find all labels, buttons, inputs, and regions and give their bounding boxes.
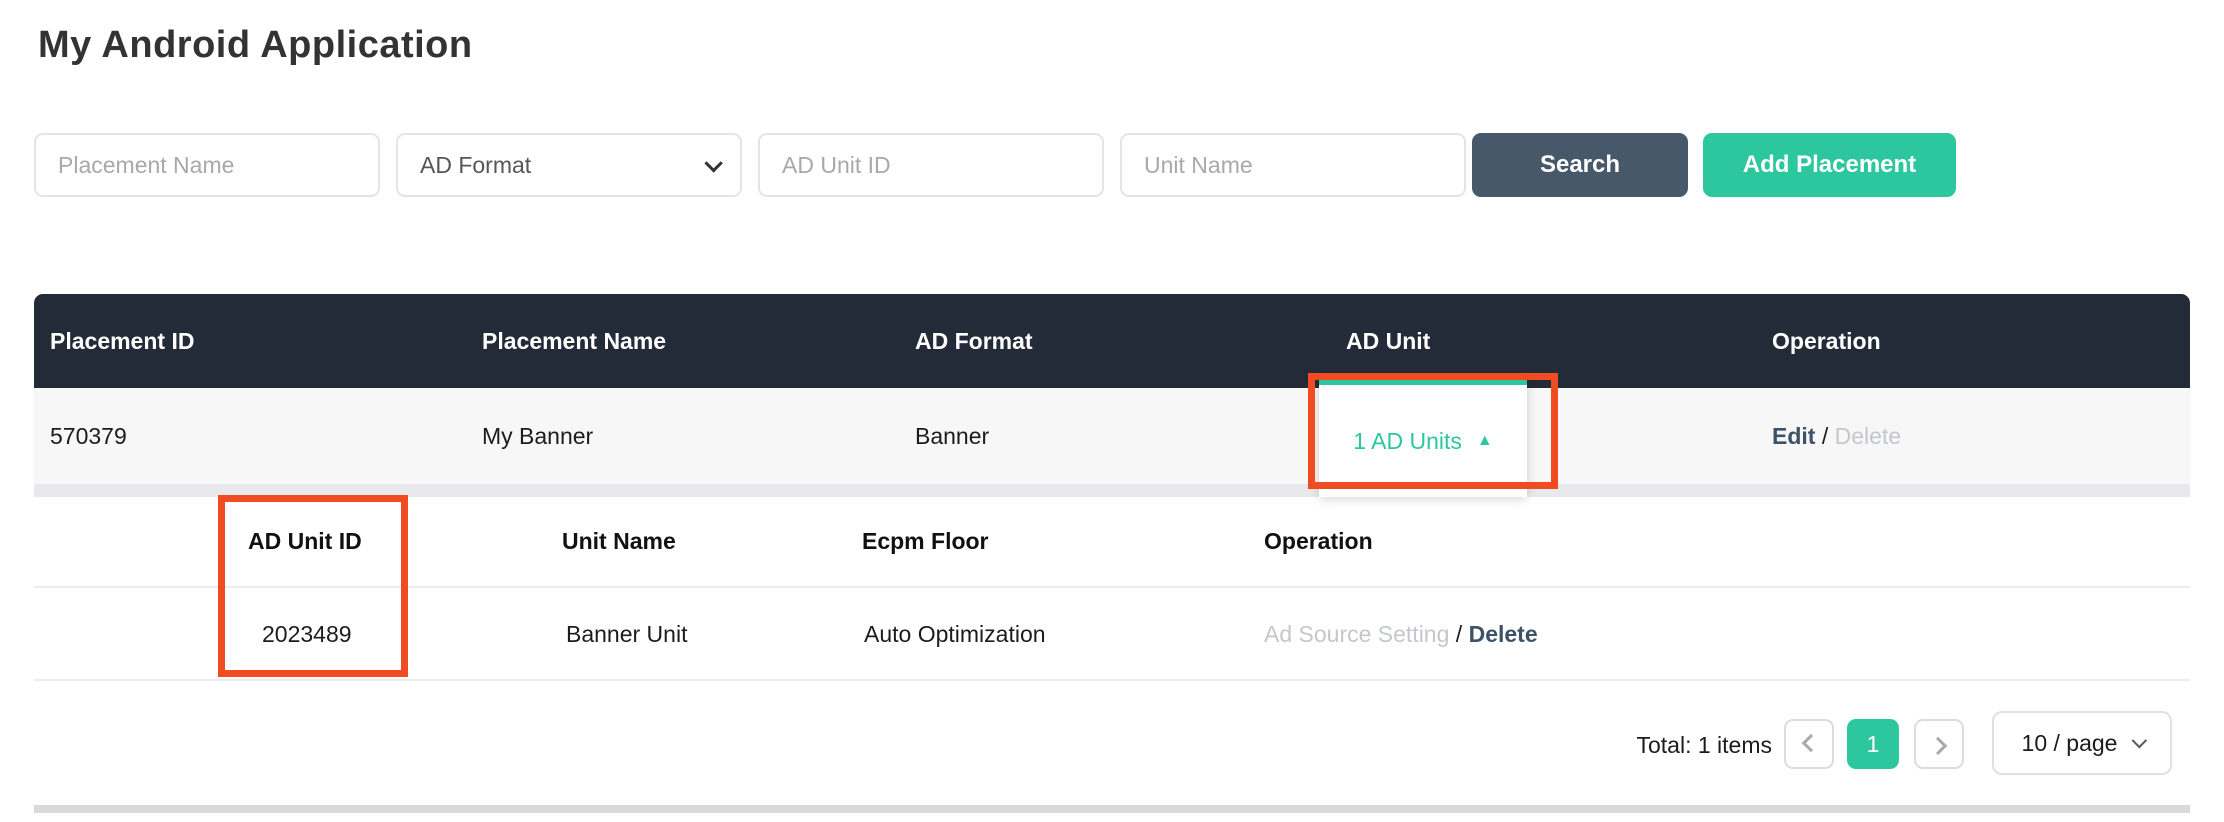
- pagination-next-button[interactable]: [1914, 719, 1964, 769]
- placement-id-value: 570379: [50, 423, 127, 449]
- row-divider-strip: [34, 484, 2190, 497]
- ad-format-value: Banner: [915, 423, 990, 449]
- ad-units-toggle-label: 1 AD Units: [1353, 427, 1462, 454]
- search-button[interactable]: Search: [1472, 133, 1688, 197]
- unit-name-value: Banner Unit: [566, 621, 688, 647]
- ad-format-select[interactable]: AD Format: [396, 133, 742, 197]
- page-size-value: 10 / page: [2021, 729, 2118, 756]
- sub-delete-link[interactable]: Delete: [1468, 621, 1538, 647]
- chevron-right-icon: [1928, 736, 1947, 755]
- column-header-placement-name: Placement Name: [482, 328, 667, 354]
- ad-source-setting-link[interactable]: Ad Source Setting: [1264, 621, 1450, 647]
- sub-column-header-ad-unit-id: AD Unit ID: [248, 528, 362, 554]
- sub-table-header-row: AD Unit ID Unit Name Ecpm Floor Operatio…: [34, 497, 2190, 588]
- sub-column-header-unit-name: Unit Name: [562, 528, 676, 554]
- pagination-prev-button[interactable]: [1784, 719, 1834, 769]
- edit-link[interactable]: Edit: [1772, 423, 1816, 449]
- placement-name-value: My Banner: [482, 423, 594, 449]
- column-header-ad-format: AD Format: [915, 328, 1033, 354]
- pagination-total: Total: 1 items: [1636, 732, 1773, 758]
- ad-format-select-value: AD Format: [420, 151, 532, 178]
- sub-column-header-ecpm-floor: Ecpm Floor: [862, 528, 989, 554]
- add-placement-button[interactable]: Add Placement: [1703, 133, 1956, 197]
- pagination-page-1[interactable]: 1: [1847, 719, 1899, 769]
- column-header-operation: Operation: [1772, 328, 1881, 354]
- ad-unit-id-input[interactable]: [758, 133, 1104, 197]
- column-header-placement-id: Placement ID: [50, 328, 195, 354]
- ecpm-floor-value: Auto Optimization: [864, 621, 1046, 647]
- ad-unit-id-value: 2023489: [262, 621, 352, 647]
- operation-cell: Edit / Delete: [1772, 388, 1901, 484]
- page-size-select[interactable]: 10 / page: [1992, 711, 2172, 775]
- operation-separator: /: [1821, 423, 1829, 449]
- unit-name-input[interactable]: [1120, 133, 1466, 197]
- ad-units-toggle[interactable]: 1 AD Units ▲: [1319, 380, 1527, 497]
- sub-table-row: 2023489 Banner Unit Auto Optimization Ad…: [34, 590, 2190, 681]
- page-title: My Android Application: [38, 24, 473, 66]
- chevron-down-icon: [704, 153, 723, 173]
- chevron-left-icon: [1801, 733, 1820, 752]
- delete-link[interactable]: Delete: [1834, 423, 1902, 449]
- table-row: 570379 My Banner Banner Edit / Delete: [34, 388, 2190, 484]
- sub-column-header-operation: Operation: [1264, 528, 1373, 554]
- sub-operation-separator: /: [1455, 621, 1463, 647]
- triangle-up-icon: ▲: [1476, 432, 1493, 449]
- sub-operation-cell: Ad Source Setting / Delete: [1264, 590, 1538, 679]
- table-header-row: Placement ID Placement Name AD Format AD…: [34, 294, 2190, 388]
- placement-name-input[interactable]: [34, 133, 380, 197]
- chevron-down-icon: [2132, 732, 2148, 748]
- column-header-ad-unit: AD Unit: [1346, 328, 1431, 354]
- bottom-divider: [34, 805, 2190, 813]
